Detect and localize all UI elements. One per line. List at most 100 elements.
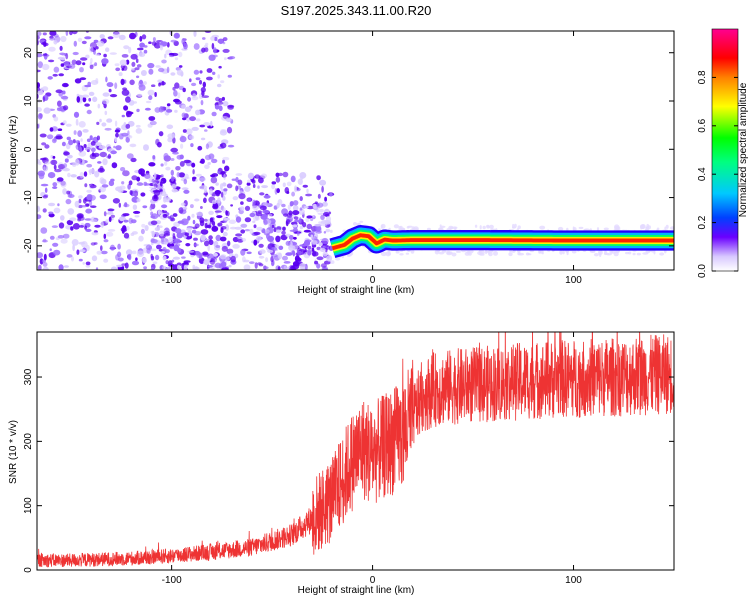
heatmap-blob xyxy=(240,223,248,228)
heatmap-blob xyxy=(307,250,312,256)
heatmap-blob xyxy=(68,139,74,146)
heatmap-blob xyxy=(143,266,148,270)
heatmap-blob xyxy=(154,254,160,261)
heatmap-halo xyxy=(405,252,410,255)
heatmap-blob xyxy=(121,132,129,137)
heatmap-blob xyxy=(222,159,226,164)
heatmap-blob xyxy=(227,144,235,148)
heatmap-blob xyxy=(87,81,91,87)
heatmap-blob xyxy=(283,261,291,264)
heatmap-blob xyxy=(306,215,313,219)
heatmap-blob xyxy=(183,264,188,270)
heatmap-blob xyxy=(59,52,66,56)
heatmap-blob xyxy=(241,237,247,242)
heatmap-blob xyxy=(135,58,139,63)
heatmap-blob xyxy=(211,111,217,117)
heatmap-blob xyxy=(227,74,232,78)
heatmap-blob xyxy=(235,233,243,237)
heatmap-blob xyxy=(106,231,114,237)
heatmap-blob xyxy=(214,262,222,269)
heatmap-blob xyxy=(244,217,252,223)
heatmap-blob xyxy=(114,63,120,67)
heatmap-blob xyxy=(47,172,56,179)
snr-panel: -100 0 100 0 100 200 300 Height of straight l… xyxy=(8,331,675,596)
heatmap-blob xyxy=(211,158,218,164)
heatmap-blob xyxy=(224,57,227,61)
heatmap-blob xyxy=(43,166,46,172)
heatmap-blob xyxy=(97,161,102,164)
heatmap-blob xyxy=(150,248,157,252)
heatmap-blob xyxy=(156,244,162,250)
colorbar-tick-label: 0.8 xyxy=(697,70,708,84)
heatmap-blob xyxy=(74,200,80,208)
heatmap-blob xyxy=(136,64,142,68)
heatmap-blob xyxy=(258,177,264,184)
heatmap-blob xyxy=(108,180,115,187)
snr-x-label: Height of straight line (km) xyxy=(298,585,415,596)
heatmap-blob xyxy=(84,183,88,188)
heatmap-halo xyxy=(517,251,521,256)
heatmap-blob xyxy=(220,227,224,234)
heatmap-blob xyxy=(89,46,94,53)
heatmap-blob xyxy=(71,59,77,65)
heatmap-blob xyxy=(238,193,246,200)
heatmap-blob xyxy=(216,83,222,88)
heatmap-blob xyxy=(200,206,203,209)
heatmap-blob xyxy=(130,232,135,236)
heatmap-blob xyxy=(286,181,292,187)
heatmap-blob xyxy=(136,182,144,186)
heatmap-blob xyxy=(96,135,100,141)
heatmap-blob xyxy=(111,162,118,169)
heatmap-blob xyxy=(271,183,276,190)
heatmap-blob xyxy=(228,56,236,60)
heatmap-blob xyxy=(75,118,79,126)
heatmap-blob xyxy=(120,78,125,86)
heatmap-blob xyxy=(209,188,213,195)
heatmap-blob xyxy=(222,48,230,53)
heatmap-blob xyxy=(60,215,65,221)
heatmap-blob xyxy=(282,226,286,231)
heatmap-blob xyxy=(95,53,100,56)
heatmap-blob xyxy=(160,237,164,242)
heatmap-blob xyxy=(76,96,81,103)
heatmap-blob xyxy=(138,235,144,242)
heatmap-blob xyxy=(170,39,177,43)
heatmap-blob xyxy=(267,249,274,253)
heatmap-blob xyxy=(238,209,244,215)
heatmap-blob xyxy=(319,247,326,252)
heatmap-blob xyxy=(62,233,70,239)
heatmap-blob xyxy=(98,145,106,150)
heatmap-blob xyxy=(37,206,41,212)
heatmap-blob xyxy=(329,229,333,233)
heatmap-blob xyxy=(192,169,195,175)
heatmap-blob xyxy=(164,161,168,166)
snr-x-tick-label: 0 xyxy=(370,575,376,586)
heatmap-blob xyxy=(99,194,107,200)
heatmap-blob xyxy=(79,171,84,179)
heatmap-blob xyxy=(42,238,47,243)
heatmap-blob xyxy=(183,189,190,194)
heatmap-halo xyxy=(493,251,498,256)
heatmap-blob xyxy=(162,210,168,213)
heatmap-blob xyxy=(171,188,178,193)
heatmap-blob xyxy=(144,183,150,186)
heatmap-blob xyxy=(224,165,230,172)
heatmap-blob xyxy=(38,172,45,180)
heatmap-blob xyxy=(220,80,225,84)
heatmap-blob xyxy=(289,229,297,232)
heatmap-blob xyxy=(49,37,55,41)
heatmap-blob xyxy=(225,210,228,216)
heatmap-blob xyxy=(95,267,99,270)
heatmap-blob xyxy=(181,256,186,259)
heatmap-blob xyxy=(292,261,300,267)
heatmap-blob xyxy=(73,40,78,47)
heatmap-blob xyxy=(136,75,140,79)
heatmap-blob xyxy=(183,43,188,50)
heatmap-blob xyxy=(84,225,87,230)
heatmap-halo xyxy=(447,251,453,255)
heatmap-blob xyxy=(258,255,265,259)
heatmap-blob xyxy=(185,243,191,247)
snr-x-tick-label: 100 xyxy=(565,575,582,586)
heatmap-halo xyxy=(398,226,402,231)
heatmap-blob xyxy=(157,209,161,216)
